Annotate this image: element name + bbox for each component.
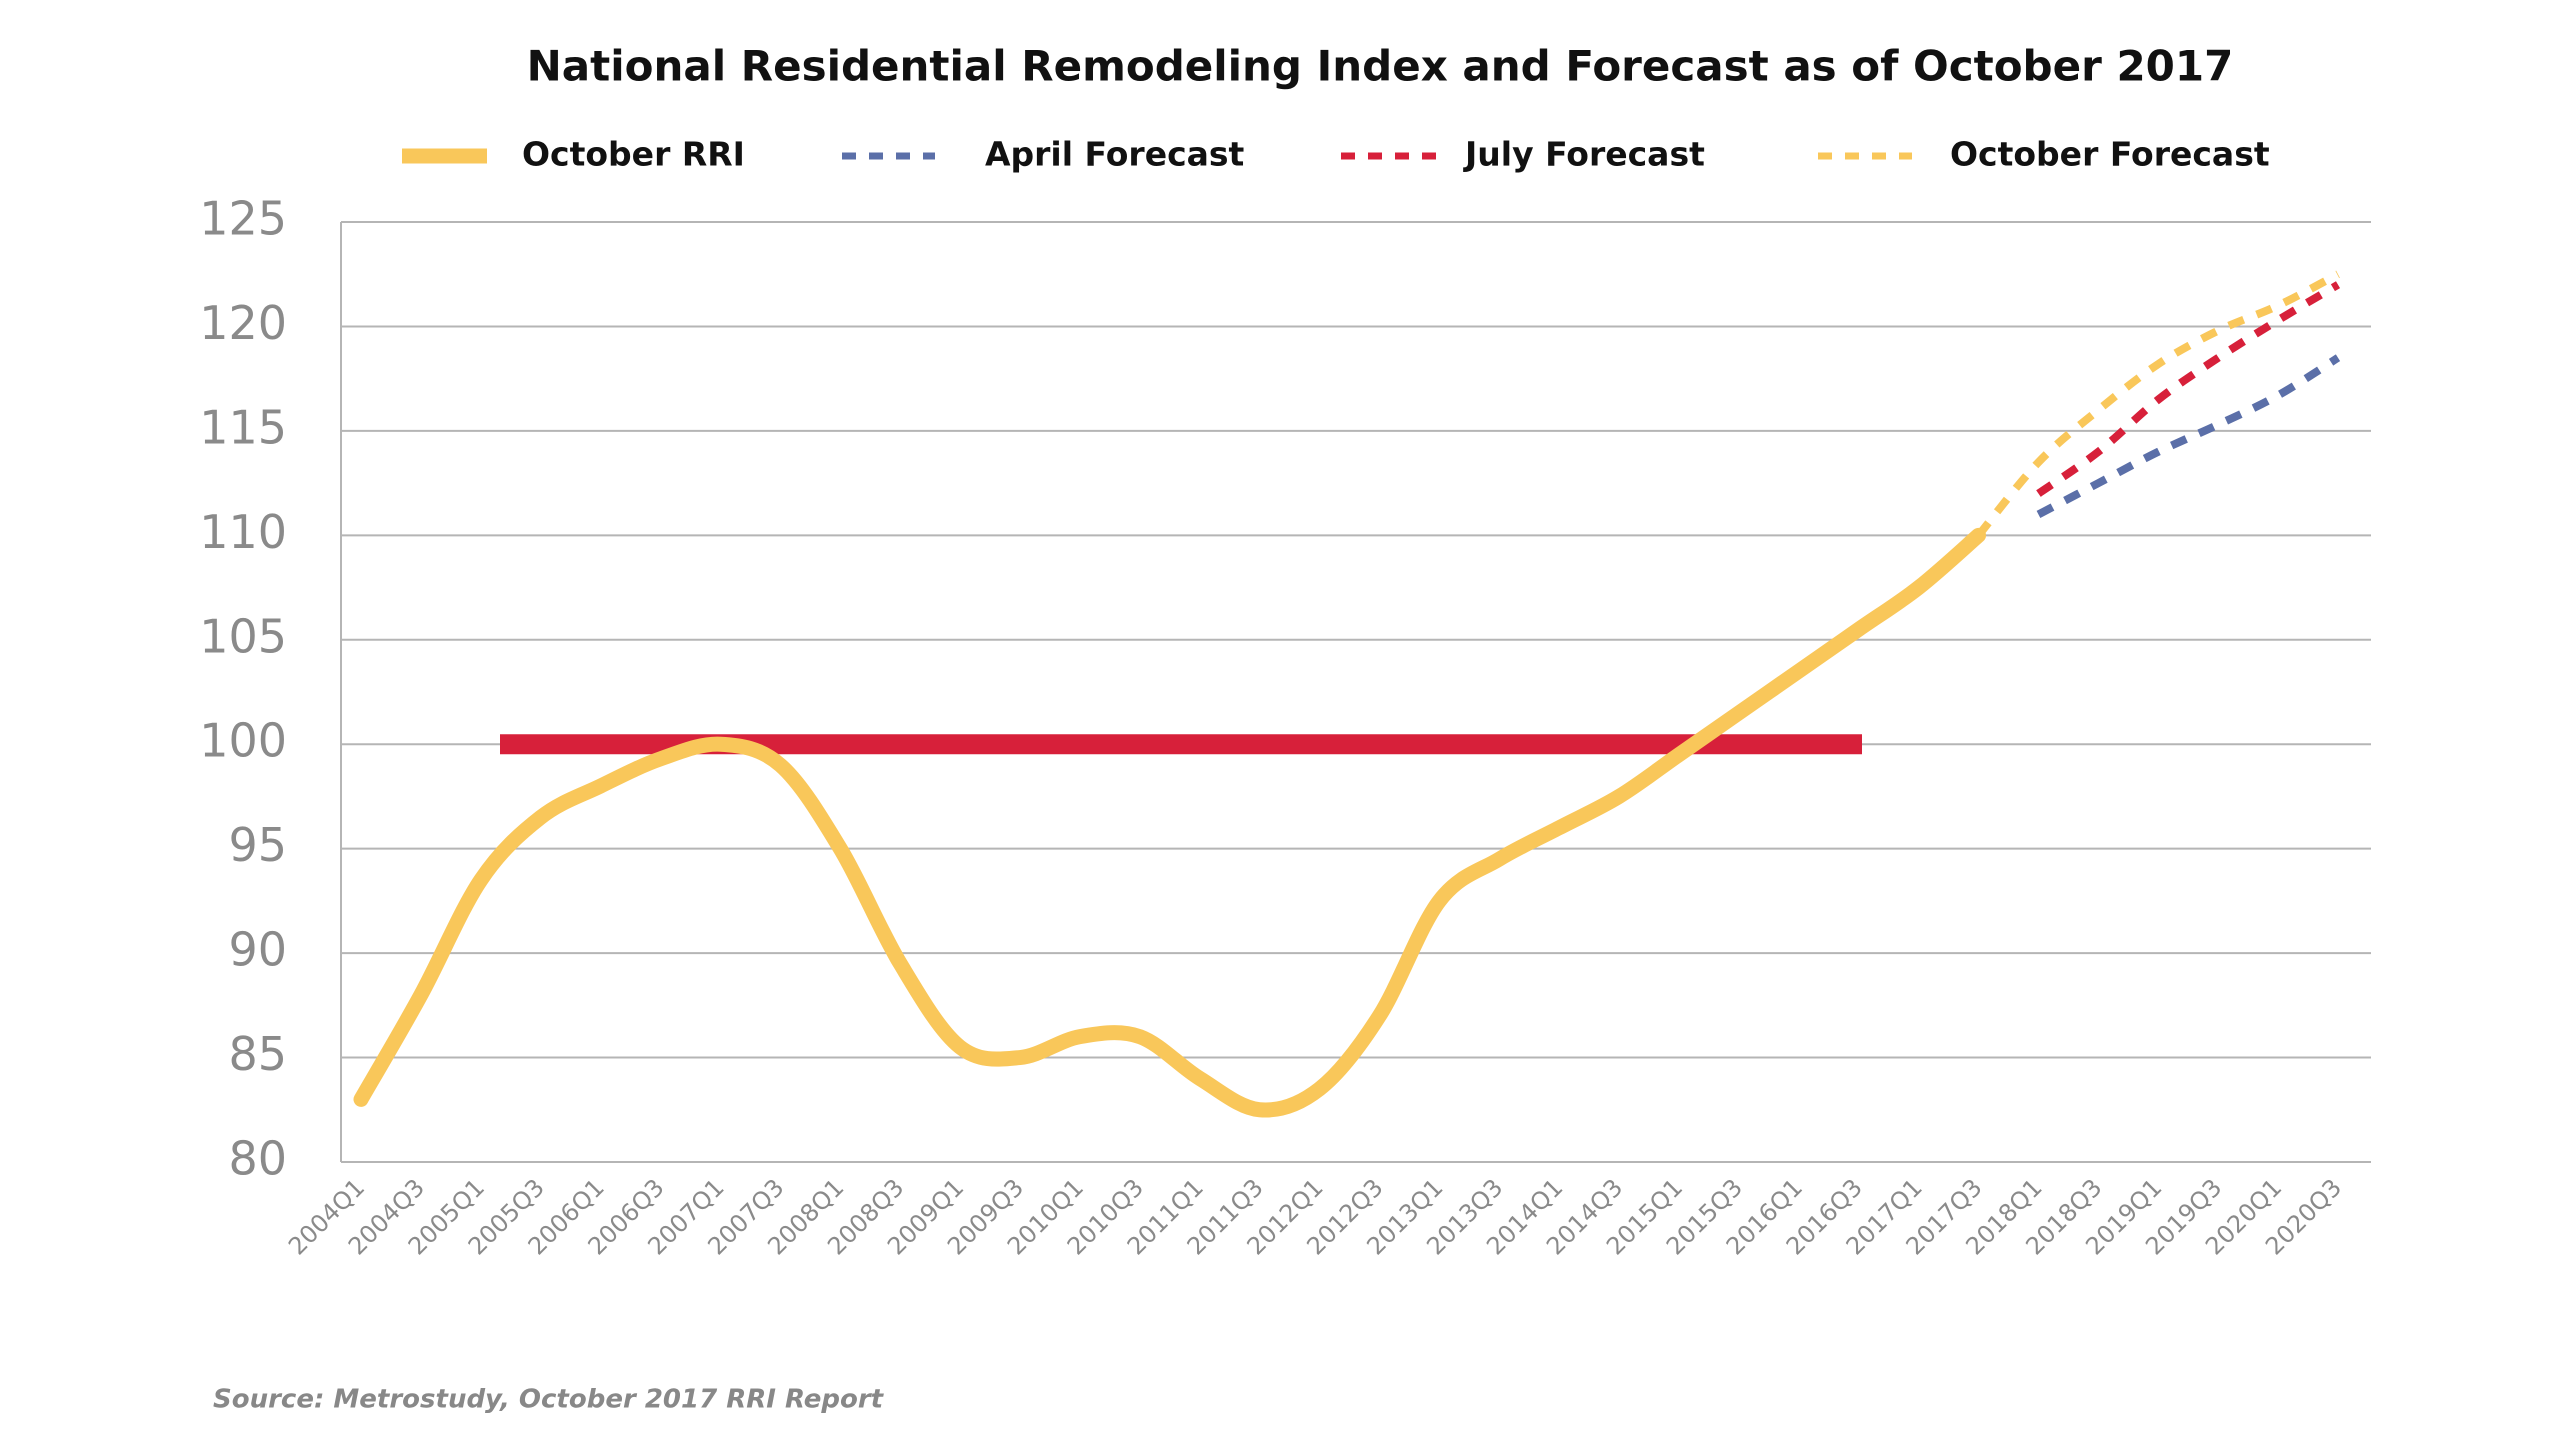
legend-label: October Forecast bbox=[1950, 135, 2270, 174]
y-tick-label: 85 bbox=[228, 1027, 287, 1081]
series-line bbox=[353, 527, 1987, 1118]
series-line bbox=[2036, 281, 2341, 497]
legend-label: July Forecast bbox=[1463, 135, 1705, 174]
y-tick-label: 125 bbox=[199, 192, 287, 246]
legend-label: October RRI bbox=[522, 135, 745, 174]
y-tick-label: 80 bbox=[228, 1132, 287, 1186]
source-note: Source: Metrostudy, October 2017 RRI Rep… bbox=[213, 1385, 885, 1415]
legend-label: April Forecast bbox=[985, 135, 1245, 174]
y-tick-label: 120 bbox=[199, 296, 287, 350]
series-line bbox=[2036, 354, 2341, 518]
y-tick-label: 100 bbox=[199, 714, 287, 768]
chart-title: National Residential Remodeling Index an… bbox=[527, 42, 2234, 91]
y-tick-label: 95 bbox=[228, 818, 287, 872]
y-tick-label: 90 bbox=[228, 923, 287, 977]
y-tick-label: 110 bbox=[199, 505, 287, 559]
y-tick-label: 115 bbox=[199, 400, 287, 454]
series-line bbox=[1975, 270, 2340, 538]
y-tick-label: 105 bbox=[199, 609, 287, 663]
